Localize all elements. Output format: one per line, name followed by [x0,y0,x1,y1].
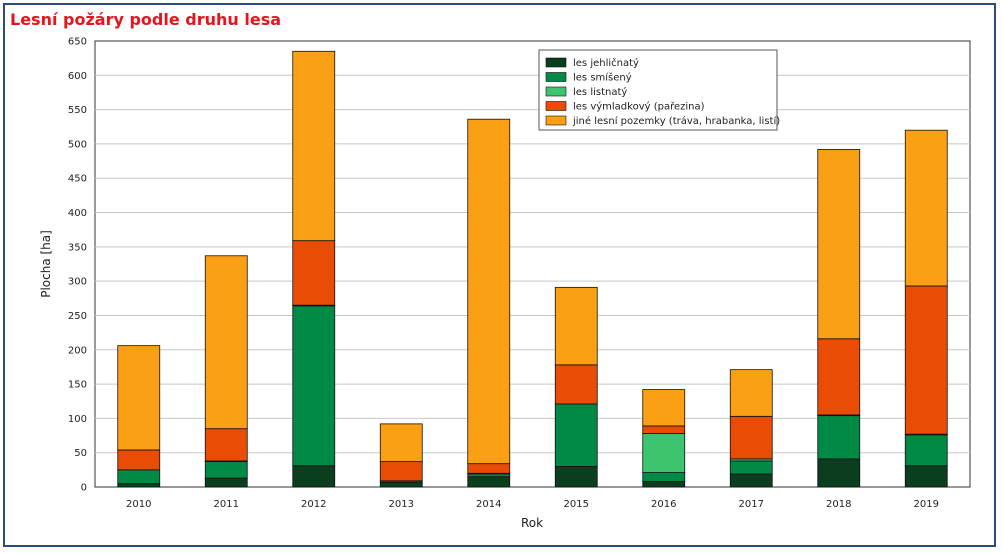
bar-segment [554,403,598,467]
y-tick-label: 450 [68,174,87,185]
bar-segment [292,50,336,242]
y-tick-label: 150 [68,380,87,391]
bar-segment [292,465,336,488]
legend-label: les výmladkový (pařezina) [573,101,705,113]
bar-segment [817,338,861,416]
bar-segment [554,364,598,405]
bar-segment [817,458,861,488]
y-tick-label: 250 [68,311,87,322]
bar-segment [204,461,248,479]
y-tick-label: 300 [68,277,87,288]
y-tick-label: 400 [68,208,87,219]
x-tick-label: 2013 [389,499,414,510]
bar-segment [204,477,248,488]
bar-segment [817,415,861,460]
y-tick-label: 200 [68,345,87,356]
legend-swatch [545,115,567,126]
legend-label: les smíšený [573,72,632,84]
bar-segment [904,434,948,467]
bar-segment [904,465,948,488]
bar-segment [204,255,248,430]
x-tick-label: 2018 [826,499,851,510]
bar-segment [642,481,686,488]
bar-segment [904,285,948,435]
bar-segment [642,433,686,473]
y-tick-label: 350 [68,242,87,253]
legend-swatch [545,86,567,97]
bar-segment [117,469,161,484]
x-tick-label: 2016 [651,499,676,510]
legend-label: les jehličnatý [573,57,639,69]
x-tick-label: 2017 [739,499,764,510]
legend-swatch [545,57,567,68]
y-tick-label: 100 [68,414,87,425]
bar-segment [817,149,861,340]
legend-swatch [545,101,567,111]
bar-segment [292,240,336,306]
legend-label: jiné lesní pozemky (tráva, hrabanka, lis… [572,115,780,127]
bar-segment [904,129,948,287]
bar-segment [467,463,511,474]
legend-label: les listnatý [573,86,627,98]
bar-segment [729,415,773,460]
bar-segment [204,428,248,462]
bar-segment [729,369,773,417]
y-tick-label: 600 [68,71,87,82]
bar-segment [379,461,423,482]
legend-box [538,49,778,131]
legend-swatch [545,72,567,82]
bar-segment [117,345,161,451]
bar-segment [467,473,511,478]
y-tick-label: 50 [74,448,87,459]
bar-segment [642,472,686,482]
bar-segment [554,466,598,488]
bar-segment [379,423,423,463]
bar-segment [117,449,161,471]
bar-segment [642,389,686,427]
x-tick-labels: 2010 2011 2012 2013 2014 2015 2016 2017 2018 2019 [126,499,939,510]
bar-segment [467,118,511,465]
bar-segment [554,286,598,366]
y-axis-title: Plocha [ha] [39,230,53,298]
y-tick-label: 650 [68,37,87,48]
y-tick-label: 500 [68,139,87,150]
bar-segment [642,425,686,434]
y-tick-labels: 0 50 100 150 200 250 300 350 400 450 500 550 600 650 [68,37,87,494]
x-tick-label: 2012 [301,499,326,510]
bar-segment [379,481,423,488]
y-tick-label: 0 [81,483,87,494]
bars [117,50,948,488]
chart-title: Lesní požáry podle druhu lesa [10,10,282,29]
legend: les jehličnatý les smíšený les listnatý les… [538,49,780,131]
bar-segment [117,483,161,488]
x-tick-label: 2015 [564,499,589,510]
bar-segment [467,476,511,488]
x-tick-label: 2010 [126,499,151,510]
x-tick-label: 2014 [476,499,501,510]
bar-segment [729,460,773,475]
bar-segment [729,473,773,488]
x-axis-title: Rok [521,516,543,530]
y-tick-label: 550 [68,105,87,116]
x-tick-label: 2011 [214,499,239,510]
x-tick-label: 2019 [914,499,939,510]
bar-segment [292,305,336,467]
